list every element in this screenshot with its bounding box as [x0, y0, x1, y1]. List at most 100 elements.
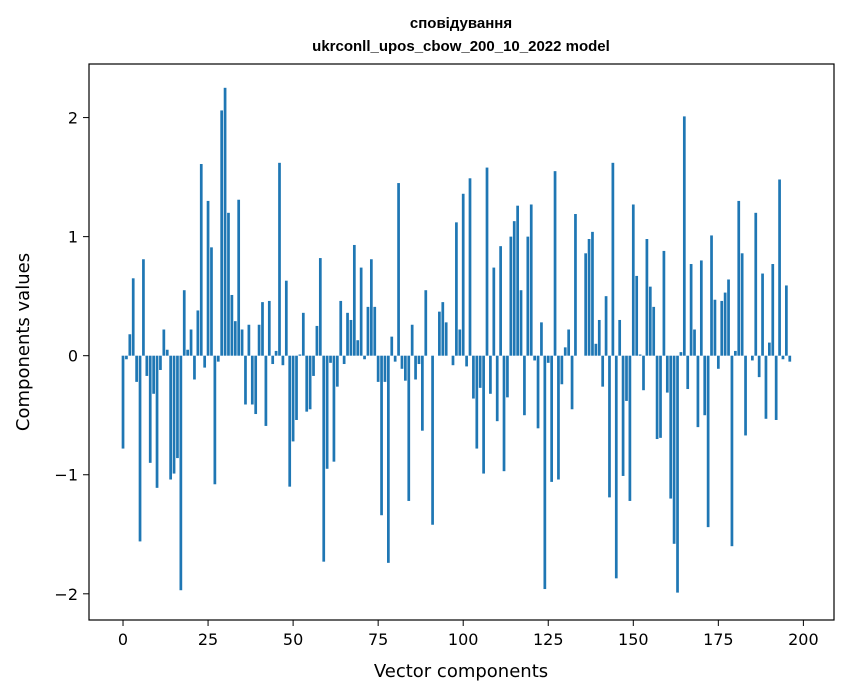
bar-27 — [213, 355, 217, 485]
bar-23 — [199, 164, 203, 356]
bar-82 — [400, 355, 404, 369]
bar-157 — [655, 355, 659, 440]
y-tick-label: −1 — [54, 466, 78, 485]
bar-166 — [686, 355, 690, 390]
bar-178 — [727, 279, 730, 356]
bar-193 — [778, 179, 781, 356]
bar-107 — [485, 167, 489, 356]
bar-183 — [744, 355, 747, 436]
bar-71 — [363, 355, 366, 360]
bar-106 — [482, 355, 485, 474]
bar-75 — [376, 355, 380, 382]
bar-187 — [757, 355, 761, 378]
bar-89 — [424, 290, 428, 356]
bar-65 — [342, 355, 346, 365]
bar-195 — [785, 285, 788, 356]
bar-94 — [441, 302, 445, 356]
bar-177 — [723, 292, 727, 356]
bar-18 — [182, 290, 186, 356]
x-tick-label: 25 — [198, 630, 218, 649]
bar-159 — [662, 250, 666, 356]
bar-93 — [438, 311, 441, 356]
bar-24 — [203, 355, 207, 368]
bar-60 — [325, 355, 329, 469]
bar-165 — [682, 116, 686, 356]
bar-110 — [495, 355, 499, 422]
bar-34 — [237, 199, 241, 356]
bar-22 — [196, 310, 200, 356]
bar-1 — [125, 355, 128, 360]
bar-140 — [597, 319, 601, 356]
bar-83 — [404, 355, 407, 381]
bar-103 — [472, 355, 475, 399]
bar-26 — [210, 247, 213, 356]
bar-105 — [478, 355, 482, 388]
bar-47 — [281, 355, 285, 366]
bar-136 — [584, 253, 588, 356]
bar-191 — [771, 264, 775, 356]
bar-28 — [216, 355, 220, 362]
y-tick-label: −2 — [54, 585, 78, 604]
bar-72 — [366, 306, 370, 356]
bar-122 — [536, 355, 540, 429]
bar-19 — [186, 349, 190, 356]
bar-52 — [298, 354, 302, 356]
bar-129 — [560, 355, 564, 385]
bar-126 — [550, 355, 554, 482]
bar-120 — [529, 204, 533, 356]
bar-64 — [339, 300, 343, 356]
bar-101 — [465, 355, 468, 367]
bar-62 — [332, 355, 336, 462]
x-tick-label: 50 — [283, 630, 303, 649]
bar-14 — [169, 355, 172, 480]
bar-155 — [648, 286, 652, 356]
bar-63 — [335, 355, 339, 387]
bar-146 — [618, 319, 622, 356]
bar-131 — [567, 329, 571, 356]
bar-42 — [264, 355, 268, 426]
chart-title-line2: ukrconll_upos_cbow_200_10_2022 model — [312, 38, 610, 55]
bar-81 — [397, 183, 400, 356]
bar-176 — [720, 300, 724, 356]
bar-169 — [696, 355, 700, 428]
bar-2 — [128, 334, 132, 356]
bar-171 — [703, 355, 707, 416]
bar-30 — [223, 87, 227, 356]
bar-85 — [410, 324, 414, 356]
bar-116 — [516, 205, 519, 356]
bar-125 — [546, 355, 550, 363]
bar-189 — [764, 355, 768, 419]
chart-title-line1: сповідування — [410, 15, 512, 32]
bar-153 — [642, 355, 645, 391]
bar-69 — [356, 340, 360, 356]
bar-100 — [461, 193, 465, 356]
bar-132 — [570, 355, 574, 410]
x-tick-label: 0 — [118, 630, 128, 649]
x-axis-ticks: 0 25 50 75 100 125 150 175 200 — [118, 620, 819, 649]
bar-11 — [159, 355, 162, 370]
bar-149 — [628, 355, 632, 501]
bar-33 — [233, 321, 237, 356]
bar-29 — [220, 110, 224, 356]
bar-98 — [455, 222, 458, 356]
bar-8 — [148, 355, 152, 463]
bar-9 — [152, 355, 155, 394]
bar-127 — [553, 171, 557, 356]
x-axis-label: Vector components — [374, 661, 548, 682]
bar-139 — [594, 343, 598, 356]
bar-175 — [716, 355, 720, 369]
bar-67 — [349, 319, 353, 356]
bar-180 — [733, 350, 737, 356]
bar-196 — [788, 355, 792, 362]
bar-70 — [359, 267, 363, 356]
bar-32 — [230, 294, 234, 356]
bar-91 — [431, 355, 434, 525]
bar-118 — [523, 355, 526, 416]
bar-174 — [713, 299, 717, 356]
bar-163 — [676, 355, 679, 593]
y-tick-label: 2 — [68, 109, 78, 128]
bar-194 — [781, 355, 785, 360]
x-tick-label: 75 — [368, 630, 388, 649]
bar-190 — [768, 342, 771, 356]
